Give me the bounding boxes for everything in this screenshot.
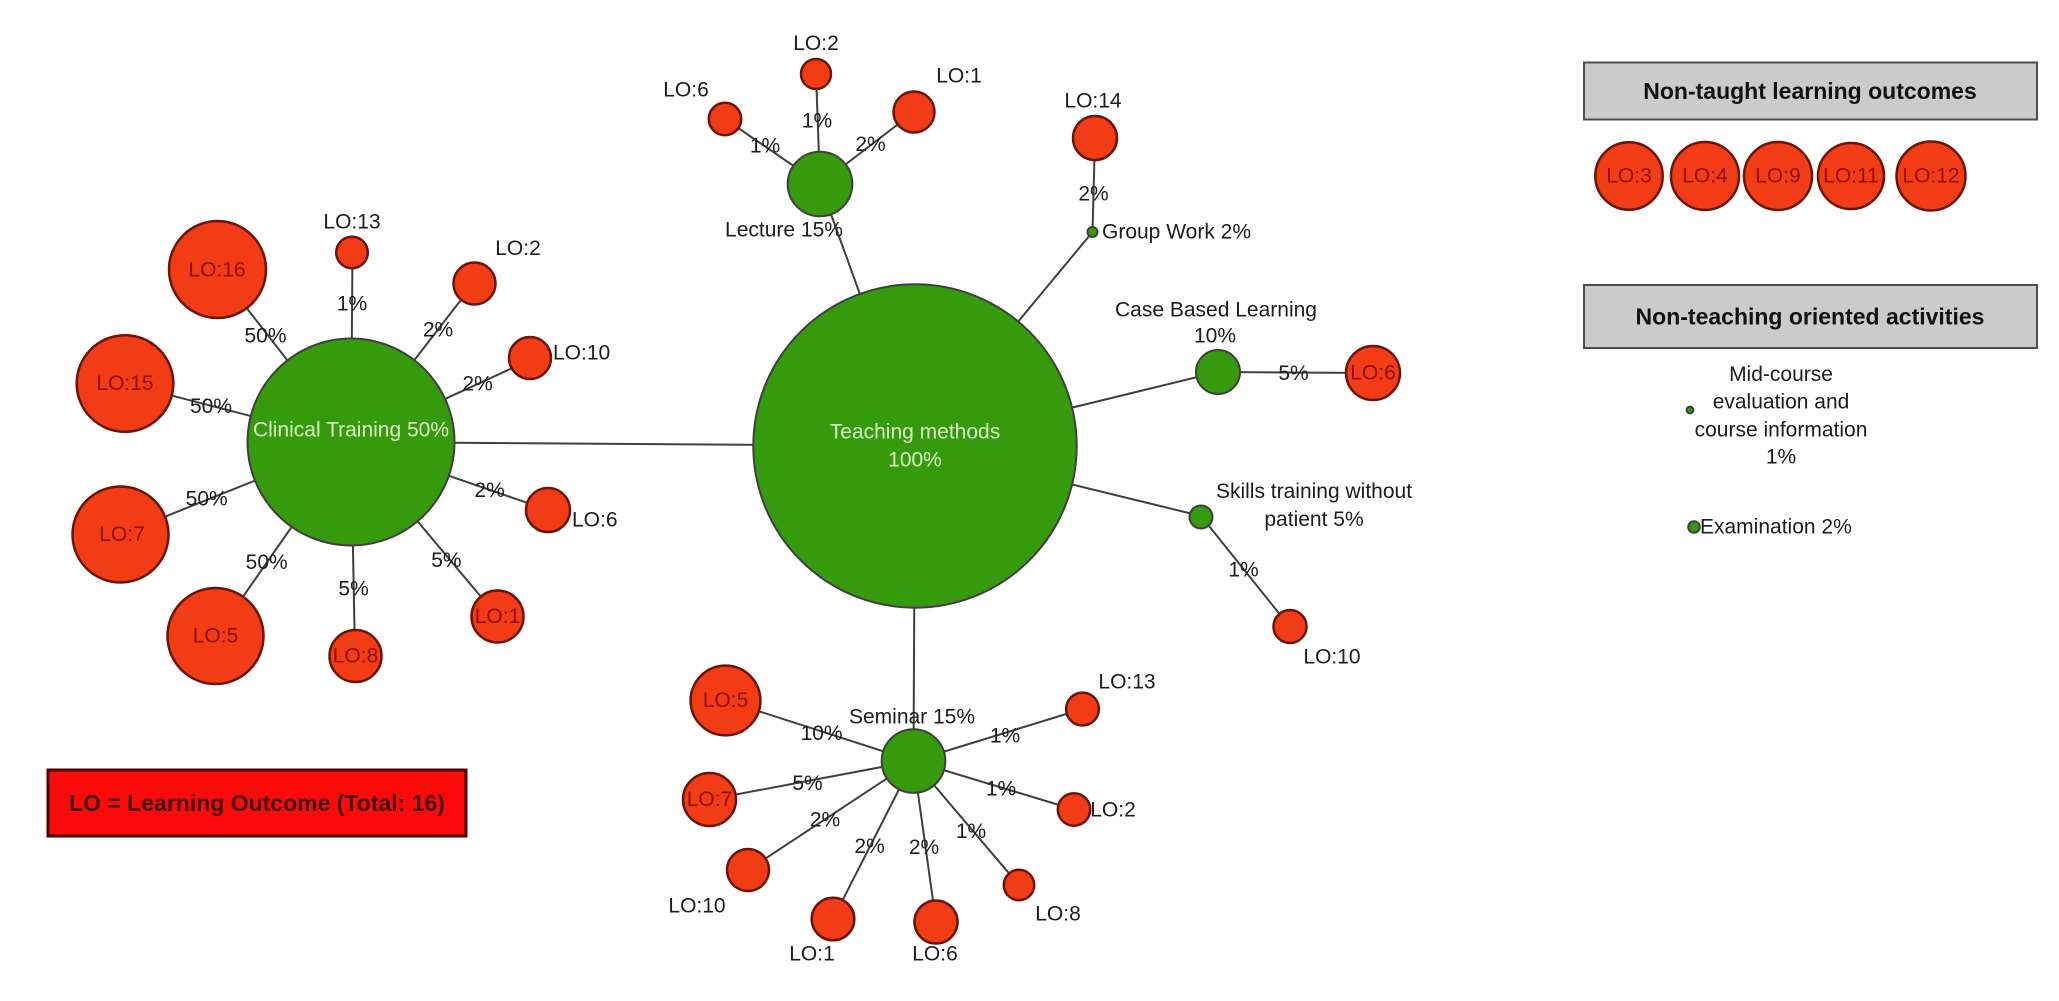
svg-text:LO:8: LO:8 bbox=[333, 645, 379, 668]
svg-text:2%: 2% bbox=[855, 133, 885, 156]
svg-text:LO:5: LO:5 bbox=[703, 689, 749, 712]
svg-text:2%: 2% bbox=[423, 319, 453, 342]
svg-text:50%: 50% bbox=[244, 325, 286, 348]
svg-text:LO:6: LO:6 bbox=[663, 79, 709, 102]
svg-text:LO:6: LO:6 bbox=[572, 509, 618, 532]
svg-text:1%: 1% bbox=[1228, 559, 1258, 582]
svg-text:50%: 50% bbox=[186, 488, 228, 511]
svg-text:LO:2: LO:2 bbox=[793, 32, 839, 55]
svg-text:LO:16: LO:16 bbox=[188, 259, 245, 282]
svg-text:5%: 5% bbox=[792, 772, 822, 795]
svg-text:Case Based Learning: Case Based Learning bbox=[1115, 299, 1317, 322]
svg-text:LO:2: LO:2 bbox=[495, 237, 541, 260]
svg-text:2%: 2% bbox=[854, 835, 884, 858]
svg-text:LO:7: LO:7 bbox=[687, 788, 733, 811]
svg-text:LO:10: LO:10 bbox=[1303, 646, 1360, 669]
svg-text:Lecture 15%: Lecture 15% bbox=[725, 219, 843, 242]
svg-text:10%: 10% bbox=[801, 722, 843, 745]
svg-text:LO:7: LO:7 bbox=[99, 523, 145, 546]
svg-text:1%: 1% bbox=[990, 725, 1020, 748]
svg-text:Seminar 15%: Seminar 15% bbox=[849, 706, 975, 729]
svg-text:LO:14: LO:14 bbox=[1064, 90, 1122, 113]
svg-text:50%: 50% bbox=[190, 395, 232, 418]
svg-text:Non-taught learning outcomes: Non-taught learning outcomes bbox=[1643, 78, 1977, 104]
svg-text:LO = Learning Outcome (Total:: LO = Learning Outcome (Total: 16) bbox=[69, 790, 445, 816]
svg-text:Examination 2%: Examination 2% bbox=[1700, 516, 1852, 539]
svg-text:2%: 2% bbox=[810, 809, 840, 832]
svg-text:LO:1: LO:1 bbox=[475, 605, 521, 628]
svg-text:LO:6: LO:6 bbox=[1350, 362, 1396, 385]
svg-text:LO:15: LO:15 bbox=[96, 372, 153, 395]
svg-text:LO:6: LO:6 bbox=[912, 943, 958, 966]
svg-text:2%: 2% bbox=[1078, 183, 1108, 206]
svg-text:LO:13: LO:13 bbox=[1098, 671, 1155, 694]
svg-text:LO:1: LO:1 bbox=[789, 943, 835, 966]
svg-text:LO:2: LO:2 bbox=[1090, 799, 1136, 822]
svg-text:Mid-course: Mid-course bbox=[1729, 363, 1833, 386]
svg-text:LO:12: LO:12 bbox=[1902, 165, 1959, 188]
svg-text:50%: 50% bbox=[246, 551, 288, 574]
svg-text:1%: 1% bbox=[750, 135, 780, 158]
svg-text:LO:5: LO:5 bbox=[193, 625, 239, 648]
svg-text:LO:4: LO:4 bbox=[1682, 165, 1728, 188]
svg-text:Clinical Training 50%: Clinical Training 50% bbox=[253, 419, 449, 442]
svg-text:100%: 100% bbox=[888, 449, 942, 472]
svg-text:2%: 2% bbox=[909, 836, 939, 859]
svg-text:Group Work 2%: Group Work 2% bbox=[1102, 221, 1251, 244]
svg-text:1%: 1% bbox=[802, 110, 832, 133]
svg-text:10%: 10% bbox=[1194, 325, 1236, 348]
svg-text:LO:3: LO:3 bbox=[1606, 165, 1652, 188]
svg-text:1%: 1% bbox=[986, 778, 1016, 801]
svg-text:LO:10: LO:10 bbox=[553, 342, 610, 365]
svg-text:5%: 5% bbox=[338, 578, 368, 601]
svg-text:evaluation and: evaluation and bbox=[1713, 391, 1850, 414]
svg-text:patient 5%: patient 5% bbox=[1264, 508, 1363, 531]
svg-text:LO:8: LO:8 bbox=[1035, 903, 1081, 926]
svg-text:course information: course information bbox=[1695, 419, 1868, 442]
svg-text:LO:11: LO:11 bbox=[1823, 165, 1879, 188]
svg-text:Skills training without: Skills training without bbox=[1216, 480, 1412, 503]
svg-text:LO:9: LO:9 bbox=[1755, 165, 1801, 188]
svg-text:1%: 1% bbox=[1766, 446, 1796, 469]
svg-text:2%: 2% bbox=[474, 479, 504, 502]
svg-text:Teaching methods: Teaching methods bbox=[830, 421, 1000, 444]
svg-text:Non-teaching oriented activiti: Non-teaching oriented activities bbox=[1636, 304, 1985, 330]
svg-text:2%: 2% bbox=[462, 373, 492, 396]
svg-text:1%: 1% bbox=[956, 820, 986, 843]
svg-text:LO:13: LO:13 bbox=[323, 211, 380, 234]
svg-text:5%: 5% bbox=[1278, 362, 1308, 385]
svg-text:1%: 1% bbox=[337, 293, 367, 316]
svg-text:LO:1: LO:1 bbox=[936, 65, 982, 88]
svg-text:LO:10: LO:10 bbox=[668, 895, 725, 918]
svg-text:5%: 5% bbox=[431, 549, 461, 572]
